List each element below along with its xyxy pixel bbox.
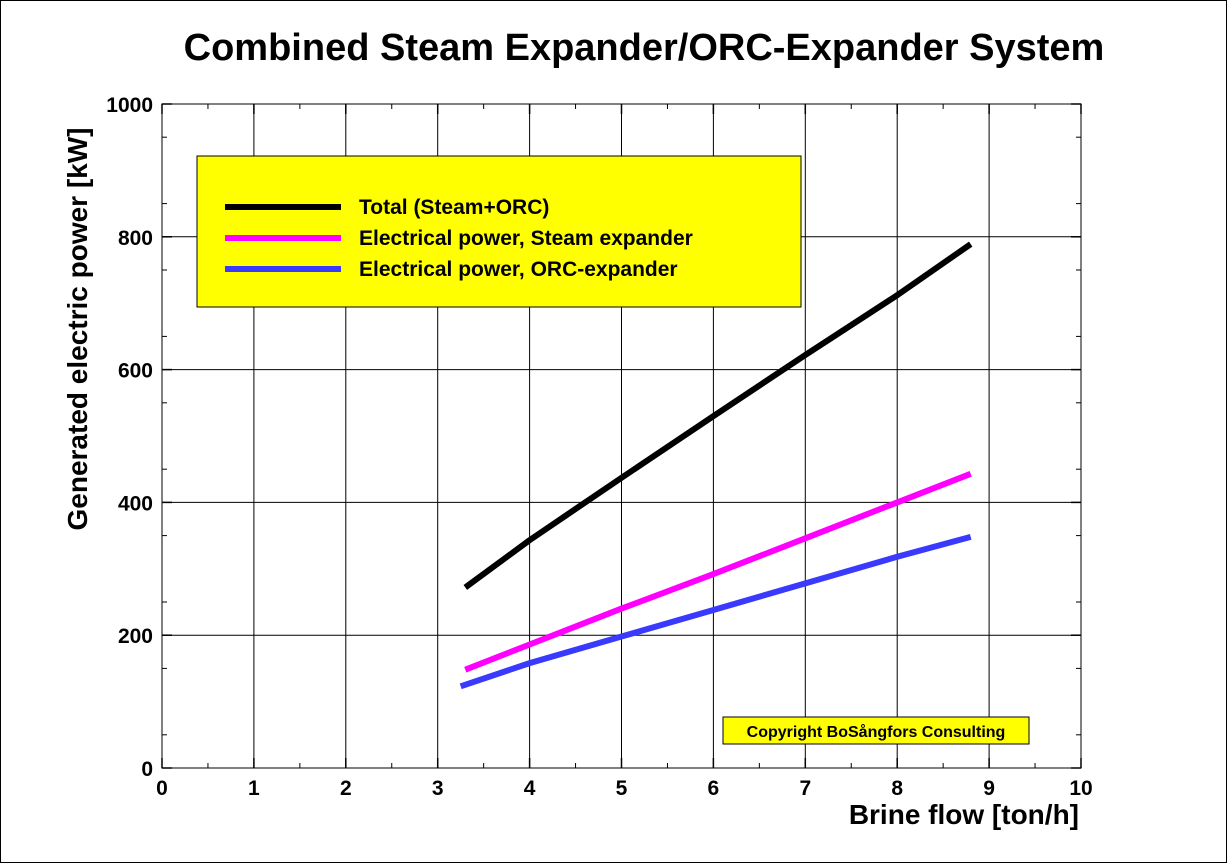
x-tick-label: 0 bbox=[156, 777, 168, 800]
series-line-2 bbox=[464, 471, 972, 673]
y-tick-label: 800 bbox=[118, 227, 153, 250]
x-tick-label: 2 bbox=[340, 777, 352, 800]
y-tick-label: 600 bbox=[118, 360, 153, 383]
copyright-box bbox=[722, 716, 1030, 745]
legend-label-1: Total (Steam+ORC) bbox=[359, 196, 549, 219]
x-tick-label: 3 bbox=[432, 777, 444, 800]
x-tick-label: 5 bbox=[616, 777, 628, 800]
series-line-3 bbox=[459, 534, 972, 690]
legend: Total (Steam+ORC) Electrical power, Steam… bbox=[196, 155, 802, 308]
x-tick-label: 10 bbox=[1069, 777, 1092, 800]
tick-labels: 0 1 2 3 4 5 6 7 8 9 10 0 200 400 600 800 1000 bbox=[106, 94, 1092, 800]
x-tick-label: 4 bbox=[524, 777, 536, 800]
legend-label-2: Electrical power, Steam expander bbox=[359, 227, 693, 250]
y-tick-label: 200 bbox=[118, 625, 153, 648]
legend-box bbox=[196, 155, 802, 308]
copyright-text: Copyright BoSångfors Consulting bbox=[747, 723, 1006, 741]
x-tick-label: 8 bbox=[891, 777, 903, 800]
series-line-1 bbox=[463, 241, 973, 590]
chart-title: Combined Steam Expander/ORC-Expander Sys… bbox=[184, 27, 1105, 69]
legend-items: Total (Steam+ORC) Electrical power, Steam… bbox=[225, 196, 693, 281]
x-axis-label: Brine flow [ton/h] bbox=[849, 799, 1079, 830]
y-tick-label: 0 bbox=[141, 758, 153, 781]
plot-area-border bbox=[161, 103, 1082, 769]
x-tick-label: 1 bbox=[248, 777, 260, 800]
y-axis-label: Generated electric power [kW] bbox=[62, 127, 93, 530]
x-tick-label: 7 bbox=[799, 777, 811, 800]
y-tick-label: 400 bbox=[118, 492, 153, 515]
copyright-annotation: Copyright BoSångfors Consulting bbox=[722, 716, 1030, 745]
x-tick-label: 6 bbox=[708, 777, 720, 800]
y-tick-label: 1000 bbox=[106, 94, 153, 117]
legend-label-3: Electrical power, ORC-expander bbox=[359, 258, 678, 281]
x-tick-label: 9 bbox=[983, 777, 995, 800]
series-lines bbox=[459, 241, 973, 690]
